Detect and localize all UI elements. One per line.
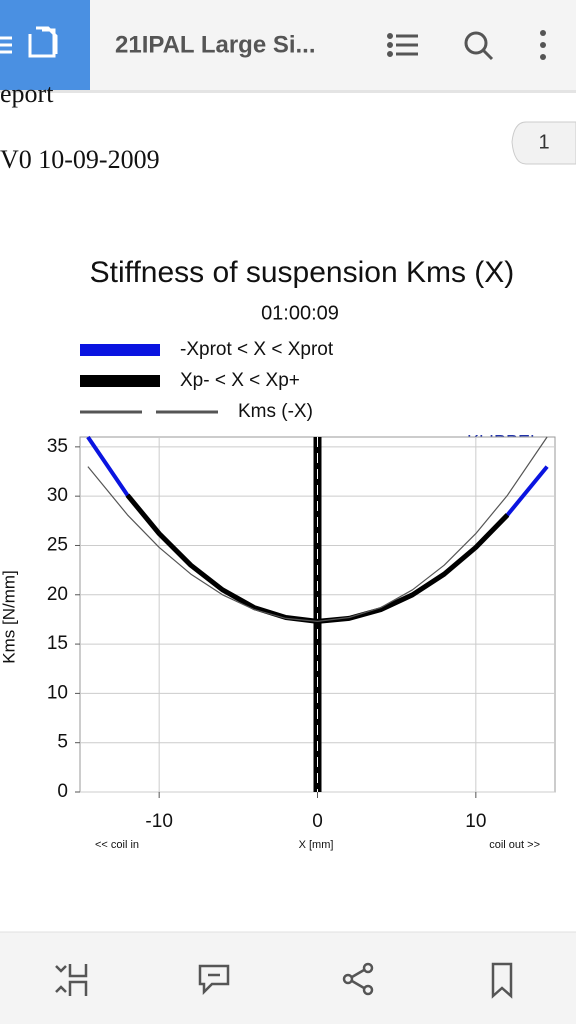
chart-title: Stiffness of suspension Kms (X): [90, 256, 515, 289]
x-axis-label: X [mm]: [299, 839, 334, 851]
y-tick-label: 0: [57, 781, 68, 802]
legend-label: Xp- < X < Xp+: [180, 370, 300, 391]
doc-text: eport: [0, 79, 54, 108]
y-tick-label: 35: [47, 436, 68, 457]
bookmark-icon[interactable]: [491, 962, 513, 999]
legend-label: Kms (-X): [238, 401, 313, 422]
y-tick-label: 15: [47, 633, 68, 654]
y-tick-label: 10: [47, 682, 68, 703]
doc-icon: [0, 26, 58, 58]
search-icon[interactable]: [464, 31, 494, 61]
chart: Stiffness of suspension Kms (X) 01:00:09…: [0, 256, 556, 851]
x-note: coil out >>: [489, 839, 540, 851]
menu-icon[interactable]: [540, 30, 546, 60]
bar-shadow: [0, 90, 576, 93]
x-tick-label: -10: [145, 811, 172, 832]
page-badge: [511, 121, 576, 165]
x-tick-label: 10: [465, 811, 486, 832]
x-note: << coil in: [95, 839, 139, 851]
doc-button[interactable]: [0, 0, 90, 90]
y-tick-label: 20: [47, 584, 68, 605]
chart-subtitle: 01:00:09: [261, 302, 339, 324]
bottom-bar: [0, 932, 576, 1024]
x-tick-label: 0: [312, 811, 323, 832]
comment-icon[interactable]: [198, 964, 230, 996]
y-tick-label: 5: [57, 732, 68, 753]
app-title: 21IPAL Large Si...: [115, 31, 316, 58]
y-axis-label: Kms [N/mm]: [0, 570, 18, 664]
reflow-icon[interactable]: [55, 964, 88, 996]
toc-icon[interactable]: [387, 33, 419, 57]
y-tick-label: 25: [47, 534, 68, 555]
legend-label: -Xprot < X < Xprot: [180, 339, 334, 360]
series-line: [87, 436, 548, 622]
share-icon[interactable]: [342, 962, 374, 996]
app-bar: [0, 0, 576, 90]
page-number: 1: [538, 131, 549, 153]
y-tick-label: 30: [47, 485, 68, 506]
doc-text: V0 10-09-2009: [0, 145, 160, 174]
